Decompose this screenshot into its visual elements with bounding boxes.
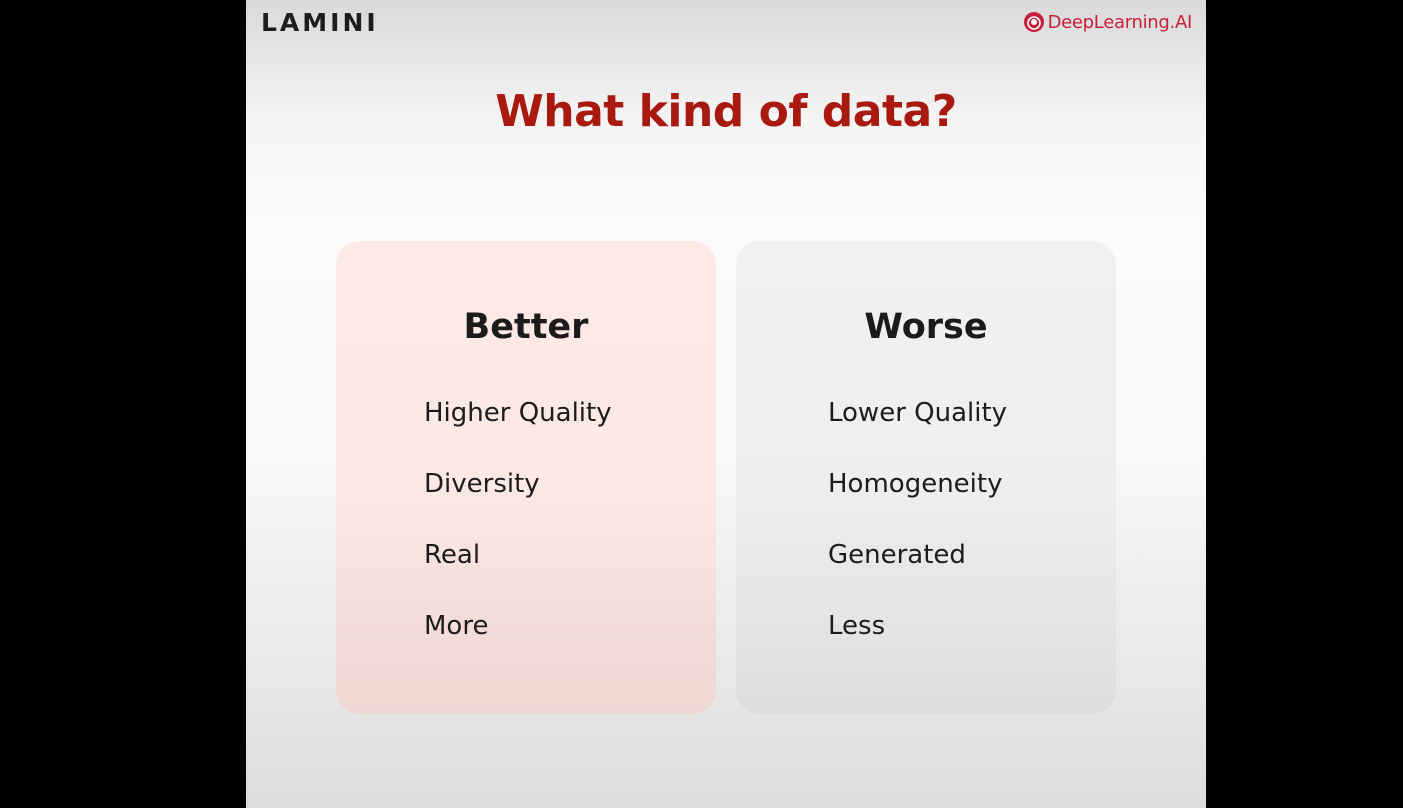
slide: LAMINI DeepLearning.AI What kind of data… <box>246 0 1206 808</box>
better-heading: Better <box>463 307 589 347</box>
deeplearning-ai-wordmark: DeepLearning.AI <box>1047 11 1193 33</box>
worse-card: Worse Lower Quality Homogeneity Generate… <box>736 241 1116 714</box>
list-item: Generated <box>828 540 966 570</box>
worse-heading: Worse <box>864 307 988 347</box>
list-item: More <box>424 611 489 641</box>
list-item: Lower Quality <box>828 398 1008 428</box>
better-card: Better Higher Quality Diversity Real Mor… <box>336 241 716 714</box>
list-item: Diversity <box>424 469 540 499</box>
list-item: Real <box>424 540 481 570</box>
list-item: Higher Quality <box>424 398 612 428</box>
list-item: Less <box>828 611 886 641</box>
lamini-logo: LAMINI <box>261 8 379 37</box>
deeplearning-ai-icon <box>1023 11 1045 33</box>
list-item: Homogeneity <box>828 469 1003 499</box>
worse-list: Lower Quality Homogeneity Generated Less <box>828 396 1007 680</box>
slide-title: What kind of data? <box>495 86 957 137</box>
better-list: Higher Quality Diversity Real More <box>424 396 612 680</box>
deeplearning-ai-logo: DeepLearning.AI <box>1023 11 1192 33</box>
